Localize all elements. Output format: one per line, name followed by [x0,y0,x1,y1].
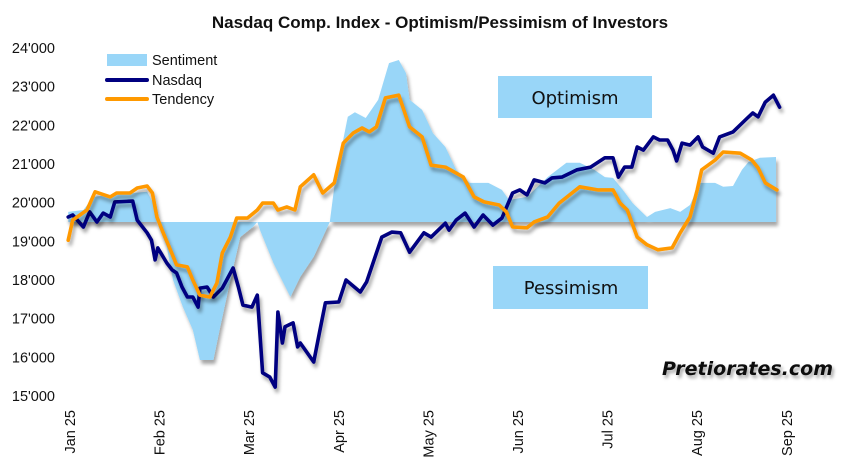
x-tick-label: Sep 25 [780,410,796,456]
y-tick-label: 16'000 [12,350,55,366]
y-tick-label: 18'000 [12,273,55,289]
optimism-label: Optimism [531,88,618,109]
y-tick-label: 22'000 [12,118,55,134]
watermark: Pretiorates.com [662,358,833,380]
y-tick-label: 15'000 [12,389,55,405]
x-tick-label: Jan 25 [63,410,79,454]
y-tick-label: 19'000 [12,234,55,250]
x-tick-label: Feb 25 [153,410,169,455]
legend-label-tendency: Tendency [152,92,215,108]
y-tick-label: 21'000 [12,157,55,173]
chart-title: Nasdaq Comp. Index - Optimism/Pessimism … [212,13,668,32]
pessimism-box [493,266,648,309]
y-tick-label: 23'000 [12,80,55,96]
series-line-nasdaq [66,93,782,389]
legend-label-sentiment: Sentiment [152,53,217,69]
pessimism-label: Pessimism [524,278,619,299]
y-tick-label: 17'000 [12,312,55,328]
y-tick-label: 20'000 [12,196,55,212]
y-tick-label: 24'000 [12,41,55,57]
x-tick-label: Jul 25 [601,410,617,449]
x-tick-label: Mar 25 [242,410,258,455]
legend-swatch-sentiment [107,54,147,66]
series-line-tendency [66,93,779,299]
x-tick-label: Jun 25 [511,410,527,454]
x-tick-label: May 25 [421,410,437,458]
x-tick-label: Aug 25 [690,410,706,456]
series-area-sentiment [68,60,777,360]
x-tick-label: Apr 25 [332,410,348,453]
optimism-box [498,76,652,118]
legend-label-nasdaq: Nasdaq [152,73,202,89]
legend: Sentiment Nasdaq Tendency [105,53,217,108]
